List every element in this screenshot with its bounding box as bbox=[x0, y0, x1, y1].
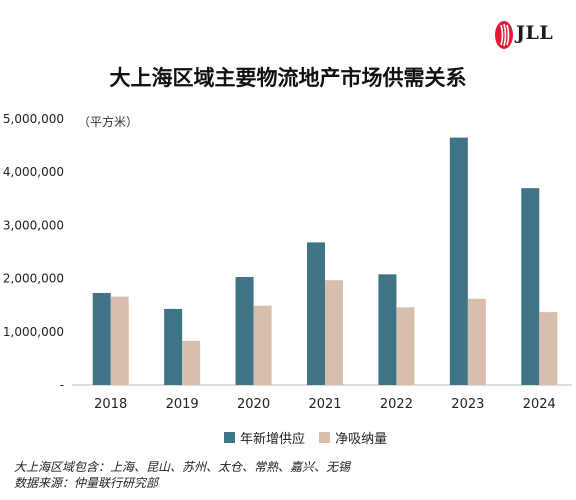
y-tick-label: 4,000,000 bbox=[3, 165, 64, 179]
y-tick-label: 5,000,000 bbox=[3, 112, 64, 126]
bar-absorption bbox=[110, 296, 129, 385]
bar-supply bbox=[235, 277, 254, 385]
region-note: 大上海区域包含：上海、昆山、苏州、太仓、常熟、嘉兴、无锡 bbox=[14, 460, 351, 474]
legend-label-absorption: 净吸纳量 bbox=[335, 432, 388, 447]
y-tick-label: 2,000,000 bbox=[3, 272, 64, 286]
x-tick-label: 2023 bbox=[451, 397, 484, 412]
legend-label-supply: 年新增供应 bbox=[240, 432, 306, 447]
x-tick-label: 2018 bbox=[94, 397, 127, 412]
legend: 年新增供应 净吸纳量 bbox=[224, 428, 397, 447]
y-tick-label: 1,000,000 bbox=[3, 325, 64, 339]
chart-title: 大上海区域主要物流地产市场供需关系 bbox=[109, 66, 467, 90]
bar-supply bbox=[164, 308, 183, 385]
jll-logo: JLL bbox=[494, 20, 566, 50]
x-tick-label: 2024 bbox=[523, 397, 556, 412]
jll-logo-text: JLL bbox=[516, 22, 554, 44]
y-tick-label: - bbox=[60, 378, 64, 392]
bar-supply bbox=[378, 274, 397, 385]
bar-supply bbox=[521, 188, 540, 385]
bar-absorption bbox=[539, 312, 558, 385]
x-tick-label: 2019 bbox=[166, 397, 199, 412]
x-tick-label: 2021 bbox=[308, 397, 341, 412]
legend-swatch-absorption bbox=[319, 432, 331, 443]
bar-supply bbox=[449, 137, 468, 385]
bar-absorption bbox=[182, 340, 201, 385]
bar-absorption bbox=[467, 298, 486, 385]
bar-supply bbox=[92, 292, 111, 385]
bar-absorption bbox=[253, 305, 272, 385]
source-note: 数据来源：仲量联行研究部 bbox=[14, 476, 159, 490]
x-tick-label: 2022 bbox=[380, 397, 413, 412]
legend-item-supply: 年新增供应 bbox=[224, 428, 305, 447]
bar-absorption bbox=[396, 307, 415, 385]
x-tick-label: 2020 bbox=[237, 397, 270, 412]
y-tick-label: 3,000,000 bbox=[3, 218, 64, 232]
jll-logo-mark-icon bbox=[495, 21, 513, 49]
legend-swatch-supply bbox=[224, 432, 235, 443]
y-unit-label: （平方米） bbox=[78, 114, 138, 129]
bar-chart: （平方米） 5,000,000 4,000,000 3,000,000 2,000,0… bbox=[3, 112, 572, 412]
footnotes: 大上海区域包含：上海、昆山、苏州、太仓、常熟、嘉兴、无锡 数据来源：仲量联行研究… bbox=[14, 459, 350, 491]
legend-item-absorption: 净吸纳量 bbox=[319, 428, 387, 447]
bar-absorption bbox=[325, 280, 343, 385]
bar-supply bbox=[307, 242, 325, 385]
